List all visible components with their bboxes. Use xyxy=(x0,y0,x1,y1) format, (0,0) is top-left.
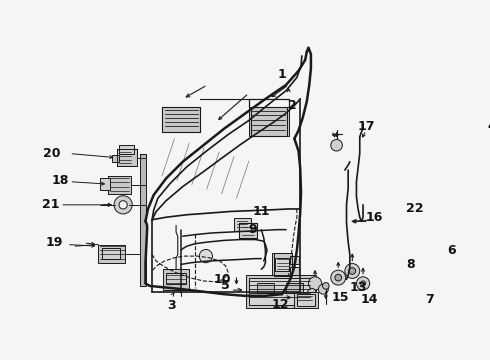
Text: 13: 13 xyxy=(349,281,367,294)
Circle shape xyxy=(119,201,127,209)
Circle shape xyxy=(356,277,369,290)
Bar xyxy=(294,292,318,308)
Bar xyxy=(249,278,314,305)
Circle shape xyxy=(335,274,342,281)
Circle shape xyxy=(308,288,316,297)
Circle shape xyxy=(114,196,132,214)
Bar xyxy=(98,244,125,263)
Bar xyxy=(286,283,303,293)
Text: 4: 4 xyxy=(488,120,490,133)
Circle shape xyxy=(331,139,343,151)
Bar xyxy=(163,269,189,290)
Text: 8: 8 xyxy=(407,258,416,271)
Bar xyxy=(112,155,119,162)
Circle shape xyxy=(308,277,322,290)
Bar xyxy=(290,267,298,275)
Bar xyxy=(290,256,298,264)
Text: 18: 18 xyxy=(51,174,69,186)
Bar xyxy=(239,223,257,238)
Bar xyxy=(272,253,292,276)
Bar xyxy=(140,153,147,286)
Bar xyxy=(275,258,289,271)
Circle shape xyxy=(345,264,360,278)
Text: 2: 2 xyxy=(288,99,297,112)
Text: 10: 10 xyxy=(214,273,231,286)
Circle shape xyxy=(199,249,213,263)
Circle shape xyxy=(361,281,366,286)
Text: 12: 12 xyxy=(271,298,289,311)
Bar xyxy=(257,283,274,293)
Text: 7: 7 xyxy=(425,293,434,306)
Text: 21: 21 xyxy=(42,198,59,211)
Bar xyxy=(245,275,316,308)
Text: 19: 19 xyxy=(46,237,63,249)
Text: 15: 15 xyxy=(331,291,349,304)
Text: 5: 5 xyxy=(220,279,229,292)
Circle shape xyxy=(349,268,356,274)
Text: 16: 16 xyxy=(366,211,383,224)
Text: 17: 17 xyxy=(358,120,375,133)
Text: 22: 22 xyxy=(406,202,423,215)
Bar xyxy=(119,145,134,153)
Bar xyxy=(297,294,315,306)
Text: 1: 1 xyxy=(278,68,286,81)
Circle shape xyxy=(318,284,328,294)
Text: 14: 14 xyxy=(360,293,378,306)
Bar xyxy=(162,107,200,132)
Text: 20: 20 xyxy=(43,147,61,160)
Bar xyxy=(100,178,110,190)
Circle shape xyxy=(322,283,329,289)
Text: 3: 3 xyxy=(168,299,176,312)
Bar xyxy=(249,107,289,136)
Text: 6: 6 xyxy=(447,244,456,257)
Circle shape xyxy=(331,270,345,285)
Bar xyxy=(117,149,137,166)
Bar xyxy=(234,218,250,231)
Text: 11: 11 xyxy=(252,205,270,218)
Bar xyxy=(166,273,186,284)
Bar xyxy=(101,248,120,260)
Text: 9: 9 xyxy=(249,223,257,236)
Bar xyxy=(108,176,131,194)
